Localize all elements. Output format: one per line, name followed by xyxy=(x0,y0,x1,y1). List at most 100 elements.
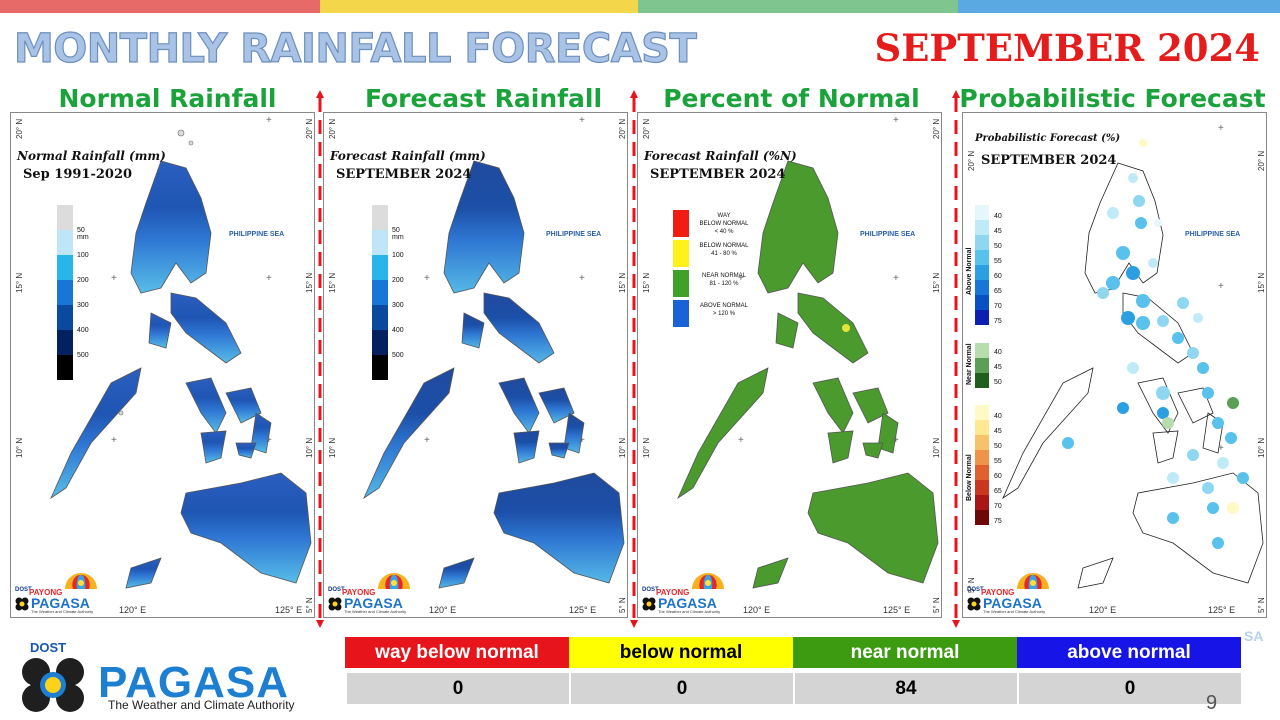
legend-label: 45 xyxy=(994,364,1002,371)
map-caption: Forecast Rainfall (mm) xyxy=(330,149,486,163)
percent-legend: WAY BELOW NORMAL < 40 % BELOW NORMAL 41 - 8… xyxy=(672,209,792,329)
philippines-map xyxy=(1002,139,1264,589)
legend-swatch xyxy=(975,420,989,435)
grid-mark: + xyxy=(893,273,899,284)
grid-mark: + xyxy=(111,273,117,284)
legend-swatch xyxy=(57,305,73,330)
below-normal-scale xyxy=(975,405,989,525)
legend-swatch xyxy=(672,209,690,238)
lat-label: 20° N xyxy=(305,118,314,139)
lat-label: 20° N xyxy=(328,118,337,139)
pagasa-text: PAGASA xyxy=(983,595,1042,611)
lat-label: 10° N xyxy=(305,437,314,458)
pagasa-mark-icon xyxy=(642,597,656,611)
legend-swatch xyxy=(975,280,989,295)
legend-label: NEAR NORMAL 81 - 120 % xyxy=(701,273,746,287)
lat-label: 10° N xyxy=(618,437,627,458)
lat-label: 20° N xyxy=(618,118,627,139)
category-below-normal: below normal xyxy=(569,637,793,668)
stripe-red xyxy=(0,0,320,13)
legend-label: 40 xyxy=(994,349,1002,356)
sea-label: PHILIPPINE SEA xyxy=(860,231,916,238)
lat-label: 10° N xyxy=(328,437,337,458)
lat-label: 5° N xyxy=(305,597,314,613)
pagasa-text: PAGASA xyxy=(344,595,403,611)
grid-mark: + xyxy=(579,115,585,126)
grid-mark: + xyxy=(1218,443,1224,454)
count-above-normal: 0 xyxy=(1019,673,1241,704)
stripe-yellow xyxy=(320,0,638,13)
legend-swatch xyxy=(372,330,388,355)
legend-swatch xyxy=(57,255,73,280)
legend-row: BELOW NORMAL 41 - 80 % xyxy=(672,239,792,269)
pagasa-logo: DOST PAGASA The Weather and Climate Auth… xyxy=(12,636,312,716)
legend-label: 45 xyxy=(994,428,1002,435)
payong-pagasa-logo: DOST PAYONG PAGASA The Weather and Clima… xyxy=(15,571,113,615)
lat-label: 5° N xyxy=(932,597,941,613)
legend-swatch xyxy=(672,299,690,328)
legend-axis-label: Near Normal xyxy=(966,343,973,385)
legend-label: 55 xyxy=(994,258,1002,265)
legend-label: 50 xyxy=(994,443,1002,450)
lon-label: 125° E xyxy=(1208,605,1236,615)
map-subcaption: Sep 1991-2020 xyxy=(23,167,133,182)
legend-swatch xyxy=(372,230,388,255)
legend-label: 45 xyxy=(994,228,1002,235)
legend-swatch xyxy=(57,280,73,305)
lat-label: 20° N xyxy=(15,118,24,139)
grid-mark: + xyxy=(1218,281,1224,292)
lat-label: 10° N xyxy=(932,437,941,458)
grid-mark: + xyxy=(893,115,899,126)
grid-mark: + xyxy=(111,435,117,446)
legend-label: 400 xyxy=(77,327,89,334)
legend-swatch xyxy=(372,355,388,380)
umbrella-icon xyxy=(1017,573,1049,589)
panel-divider xyxy=(316,90,324,628)
legend-swatch xyxy=(57,355,73,380)
lon-label: 120° E xyxy=(429,605,457,615)
lat-label: 20° N xyxy=(932,118,941,139)
pagasa-mark-icon xyxy=(328,597,342,611)
pagasa-wordmark: PAGASA xyxy=(98,658,289,707)
stripe-blue xyxy=(958,0,1280,13)
legend-swatch xyxy=(975,495,989,510)
panel-divider xyxy=(952,90,960,628)
pagasa-mark-icon xyxy=(967,597,981,611)
legend-swatch xyxy=(975,435,989,450)
legend-label: 50 xyxy=(994,379,1002,386)
legend-swatch xyxy=(975,405,989,420)
legend-swatch xyxy=(372,305,388,330)
lat-label: 10° N xyxy=(15,437,24,458)
legend-label: 70 xyxy=(994,503,1002,510)
normal-rainfall-map: Normal Rainfall (mm) Sep 1991-2020 PHILI… xyxy=(10,112,315,618)
lat-label: 20° N xyxy=(642,118,651,139)
map-subcaption: SEPTEMBER 2024 xyxy=(981,153,1117,168)
category-near-normal: near normal xyxy=(793,637,1017,668)
legend-swatch xyxy=(372,205,388,230)
umbrella-icon xyxy=(692,573,724,589)
pagasa-tagline: The Weather and Climate Authority xyxy=(31,609,94,614)
station-markers xyxy=(1062,139,1249,549)
philippines-map xyxy=(677,160,939,589)
philippines-map xyxy=(363,160,625,589)
map-caption: Normal Rainfall (mm) xyxy=(17,149,166,163)
legend-label: 65 xyxy=(994,488,1002,495)
dost-text: DOST xyxy=(328,587,345,593)
legend-label: 50 mm xyxy=(392,227,404,241)
legend-label: 75 xyxy=(994,318,1002,325)
payong-text: PAYONG xyxy=(656,588,690,597)
probability-legend: Above Normal 40 45 50 55 60 65 70 75 Nea… xyxy=(966,205,1014,545)
forecast-month: SEPTEMBER 2024 xyxy=(874,26,1260,70)
lat-label: 10° N xyxy=(642,437,651,458)
pagasa-tagline: The Weather and Climate Authority xyxy=(658,609,721,614)
legend-swatch xyxy=(975,510,989,525)
sea-label: PHILIPPINE SEA xyxy=(229,231,285,238)
legend-label: 500 xyxy=(77,352,89,359)
legend-row: NEAR NORMAL 81 - 120 % xyxy=(672,269,792,299)
legend-label: 300 xyxy=(392,302,404,309)
below-normal-spot xyxy=(842,324,850,332)
lat-label: 5° N xyxy=(1257,597,1266,613)
lat-label: 15° N xyxy=(15,272,24,293)
umbrella-icon xyxy=(378,573,410,589)
legend-label: 100 xyxy=(77,252,89,259)
